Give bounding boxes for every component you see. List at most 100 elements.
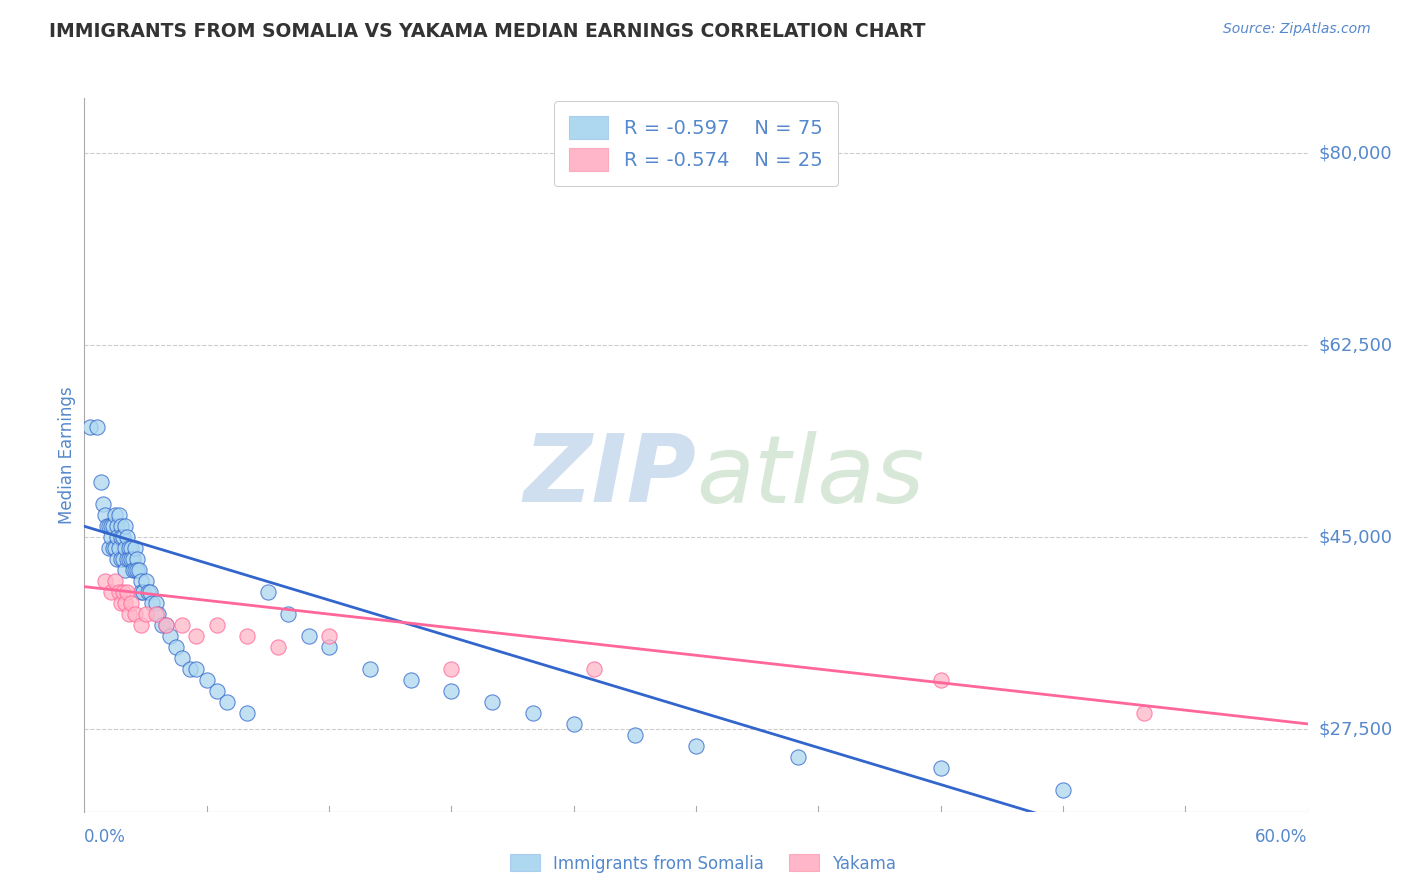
Point [124, 563, 146, 577]
Point [186, 629, 208, 643]
Point [155, 618, 177, 632]
Point [96, 519, 118, 533]
Point [562, 717, 585, 731]
Point [236, 629, 259, 643]
Text: 0.0%: 0.0% [84, 828, 127, 847]
Point [217, 695, 239, 709]
Point [128, 563, 150, 577]
Point [124, 541, 146, 556]
Point [195, 673, 218, 687]
Point [399, 673, 422, 687]
Point [132, 585, 155, 599]
Point [114, 563, 136, 577]
Point [105, 552, 128, 566]
Point [93, 574, 115, 589]
Point [93, 508, 115, 523]
Text: 60.0%: 60.0% [1256, 828, 1308, 847]
Point [582, 662, 605, 676]
Point [115, 530, 138, 544]
Point [179, 662, 201, 676]
Point [115, 585, 138, 599]
Point [277, 607, 299, 621]
Point [118, 607, 141, 621]
Point [131, 585, 153, 599]
Point [159, 629, 181, 643]
Point [79, 420, 101, 434]
Point [115, 552, 138, 566]
Point [100, 530, 122, 544]
Point [108, 508, 131, 523]
Point [91, 497, 114, 511]
Text: atlas: atlas [696, 431, 924, 522]
Point [127, 563, 149, 577]
Point [114, 541, 136, 556]
Point [97, 541, 120, 556]
Point [150, 618, 173, 632]
Point [112, 585, 135, 599]
Text: $27,500: $27,500 [1319, 721, 1393, 739]
Point [440, 662, 463, 676]
Point [101, 541, 124, 556]
Point [522, 706, 544, 720]
Point [100, 519, 122, 533]
Point [122, 552, 145, 566]
Legend: R = -0.597    N = 75, R = -0.574    N = 25: R = -0.597 N = 75, R = -0.574 N = 25 [554, 101, 838, 186]
Point [929, 673, 952, 687]
Point [624, 728, 647, 742]
Point [145, 607, 167, 621]
Point [165, 640, 187, 654]
Point [105, 530, 128, 544]
Point [257, 585, 280, 599]
Text: IMMIGRANTS FROM SOMALIA VS YAKAMA MEDIAN EARNINGS CORRELATION CHART: IMMIGRANTS FROM SOMALIA VS YAKAMA MEDIAN… [49, 22, 925, 41]
Point [104, 574, 127, 589]
Point [118, 552, 141, 566]
Point [90, 475, 112, 490]
Point [1133, 706, 1156, 720]
Point [141, 596, 163, 610]
Point [131, 618, 153, 632]
Point [186, 662, 208, 676]
Point [110, 519, 132, 533]
Point [146, 607, 169, 621]
Point [155, 618, 177, 632]
Point [124, 607, 146, 621]
Point [97, 519, 120, 533]
Point [110, 530, 132, 544]
Point [120, 541, 142, 556]
Point [298, 629, 321, 643]
Point [131, 574, 153, 589]
Text: $45,000: $45,000 [1319, 528, 1393, 546]
Point [267, 640, 290, 654]
Point [440, 684, 463, 698]
Point [145, 596, 167, 610]
Point [135, 574, 157, 589]
Text: ZIP: ZIP [523, 430, 696, 523]
Point [108, 541, 131, 556]
Point [108, 585, 131, 599]
Point [138, 585, 160, 599]
Point [685, 739, 707, 753]
Point [787, 749, 810, 764]
Point [100, 585, 122, 599]
Text: $80,000: $80,000 [1319, 144, 1392, 162]
Point [481, 695, 503, 709]
Point [118, 541, 141, 556]
Point [318, 640, 340, 654]
Point [135, 607, 157, 621]
Point [127, 552, 149, 566]
Point [112, 552, 135, 566]
Point [318, 629, 340, 643]
Point [114, 596, 136, 610]
Point [101, 519, 124, 533]
Legend: Immigrants from Somalia, Yakama: Immigrants from Somalia, Yakama [503, 847, 903, 880]
Point [105, 519, 128, 533]
Point [236, 706, 259, 720]
Point [929, 761, 952, 775]
Point [172, 651, 194, 665]
Point [172, 618, 194, 632]
Point [205, 618, 228, 632]
Point [205, 684, 228, 698]
Text: Source: ZipAtlas.com: Source: ZipAtlas.com [1223, 22, 1371, 37]
Point [359, 662, 381, 676]
Point [120, 552, 142, 566]
